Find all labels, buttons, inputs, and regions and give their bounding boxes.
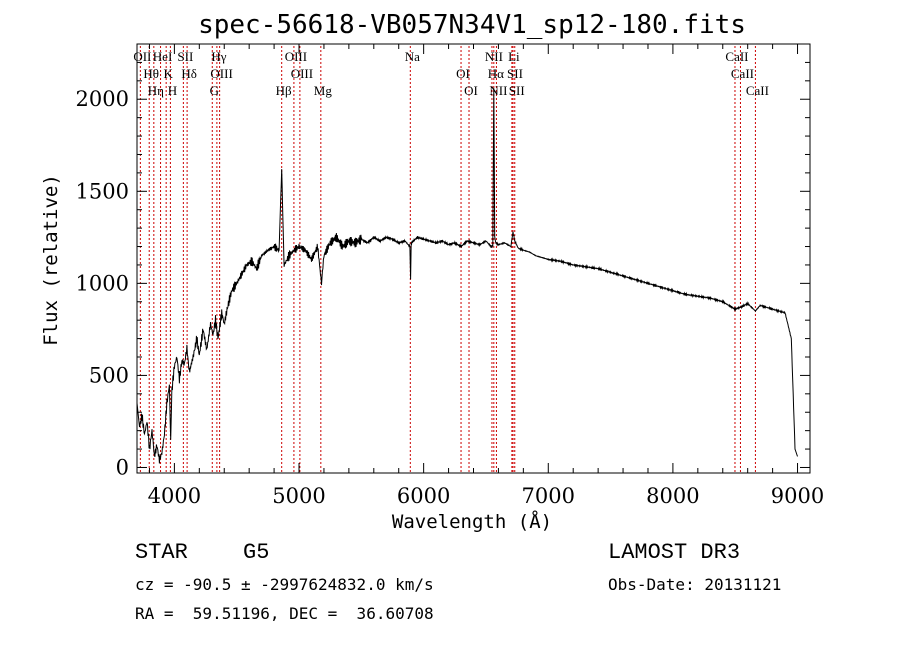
x-tick-label: 6000 — [397, 484, 450, 508]
emission-line-label: Hβ — [276, 83, 292, 98]
emission-line-label: Na — [405, 49, 420, 64]
redshift-line: cz = -90.5 ± -2997624832.0 km/s — [135, 575, 434, 594]
obs-date: Obs-Date: 20131121 — [608, 575, 782, 594]
emission-line-label: H — [168, 83, 177, 98]
x-tick-label: 8000 — [646, 484, 699, 508]
emission-line-labels: OIIHθHηHeIKHSIIHδGHγOIIIHβOIIIOIIIMgNaOI… — [133, 49, 769, 98]
plot-title: spec-56618-VB057N34V1_sp12-180.fits — [198, 10, 746, 40]
survey-name: LAMOST DR3 — [608, 540, 741, 565]
y-tick-label: 2000 — [76, 87, 129, 111]
y-tick-label: 0 — [116, 455, 129, 479]
x-tick-label: 5000 — [272, 484, 325, 508]
emission-line-label: OI — [456, 66, 470, 81]
emission-line-label: OII — [133, 49, 151, 64]
emission-line-label: Hγ — [211, 49, 226, 64]
emission-line-label: CaII — [725, 49, 748, 64]
emission-line-label: SII — [507, 66, 523, 81]
emission-line-label: OIII — [291, 66, 313, 81]
emission-line-label: OIII — [210, 66, 232, 81]
x-tick-label: 7000 — [522, 484, 575, 508]
emission-line-markers — [139, 46, 756, 472]
emission-line-label: Hδ — [181, 66, 197, 81]
x-axis-ticks: 4000 5000 6000 7000 8000 9000 — [148, 44, 824, 508]
emission-line-label: Hθ — [143, 66, 159, 81]
emission-line-label: G — [210, 83, 219, 98]
coordinates-line: RA = 59.51196, DEC = 36.60708 — [135, 604, 434, 623]
y-tick-label: 1500 — [76, 179, 129, 203]
y-axis-ticks: 0 500 1000 1500 2000 — [76, 61, 810, 479]
x-axis-label: Wavelength (Å) — [392, 510, 552, 533]
plot-frame — [136, 43, 811, 474]
emission-line-label: NII — [485, 49, 503, 64]
class-type: STAR — [135, 540, 188, 565]
emission-line-label: OIII — [285, 49, 307, 64]
spectrum-series — [136, 88, 798, 464]
emission-line-label: Hη — [148, 83, 164, 98]
emission-line-label: SII — [509, 83, 525, 98]
x-tick-label: 4000 — [148, 484, 201, 508]
emission-line-label: CaII — [746, 83, 769, 98]
emission-line-label: Hα — [488, 66, 504, 81]
emission-line-label: HeI — [153, 49, 173, 64]
emission-line-label: OI — [464, 83, 478, 98]
emission-line-label: CaII — [731, 66, 754, 81]
emission-line-label: K — [163, 66, 173, 81]
emission-line-label: NII — [489, 83, 507, 98]
y-tick-label: 1000 — [76, 271, 129, 295]
x-tick-label: 9000 — [771, 484, 824, 508]
emission-line-label: Mg — [314, 83, 333, 98]
subclass: G5 — [243, 540, 270, 565]
emission-line-label: Li — [508, 49, 520, 64]
y-tick-label: 500 — [89, 363, 129, 387]
y-axis-label: Flux (relative) — [40, 174, 62, 346]
emission-line-label: SII — [177, 49, 193, 64]
